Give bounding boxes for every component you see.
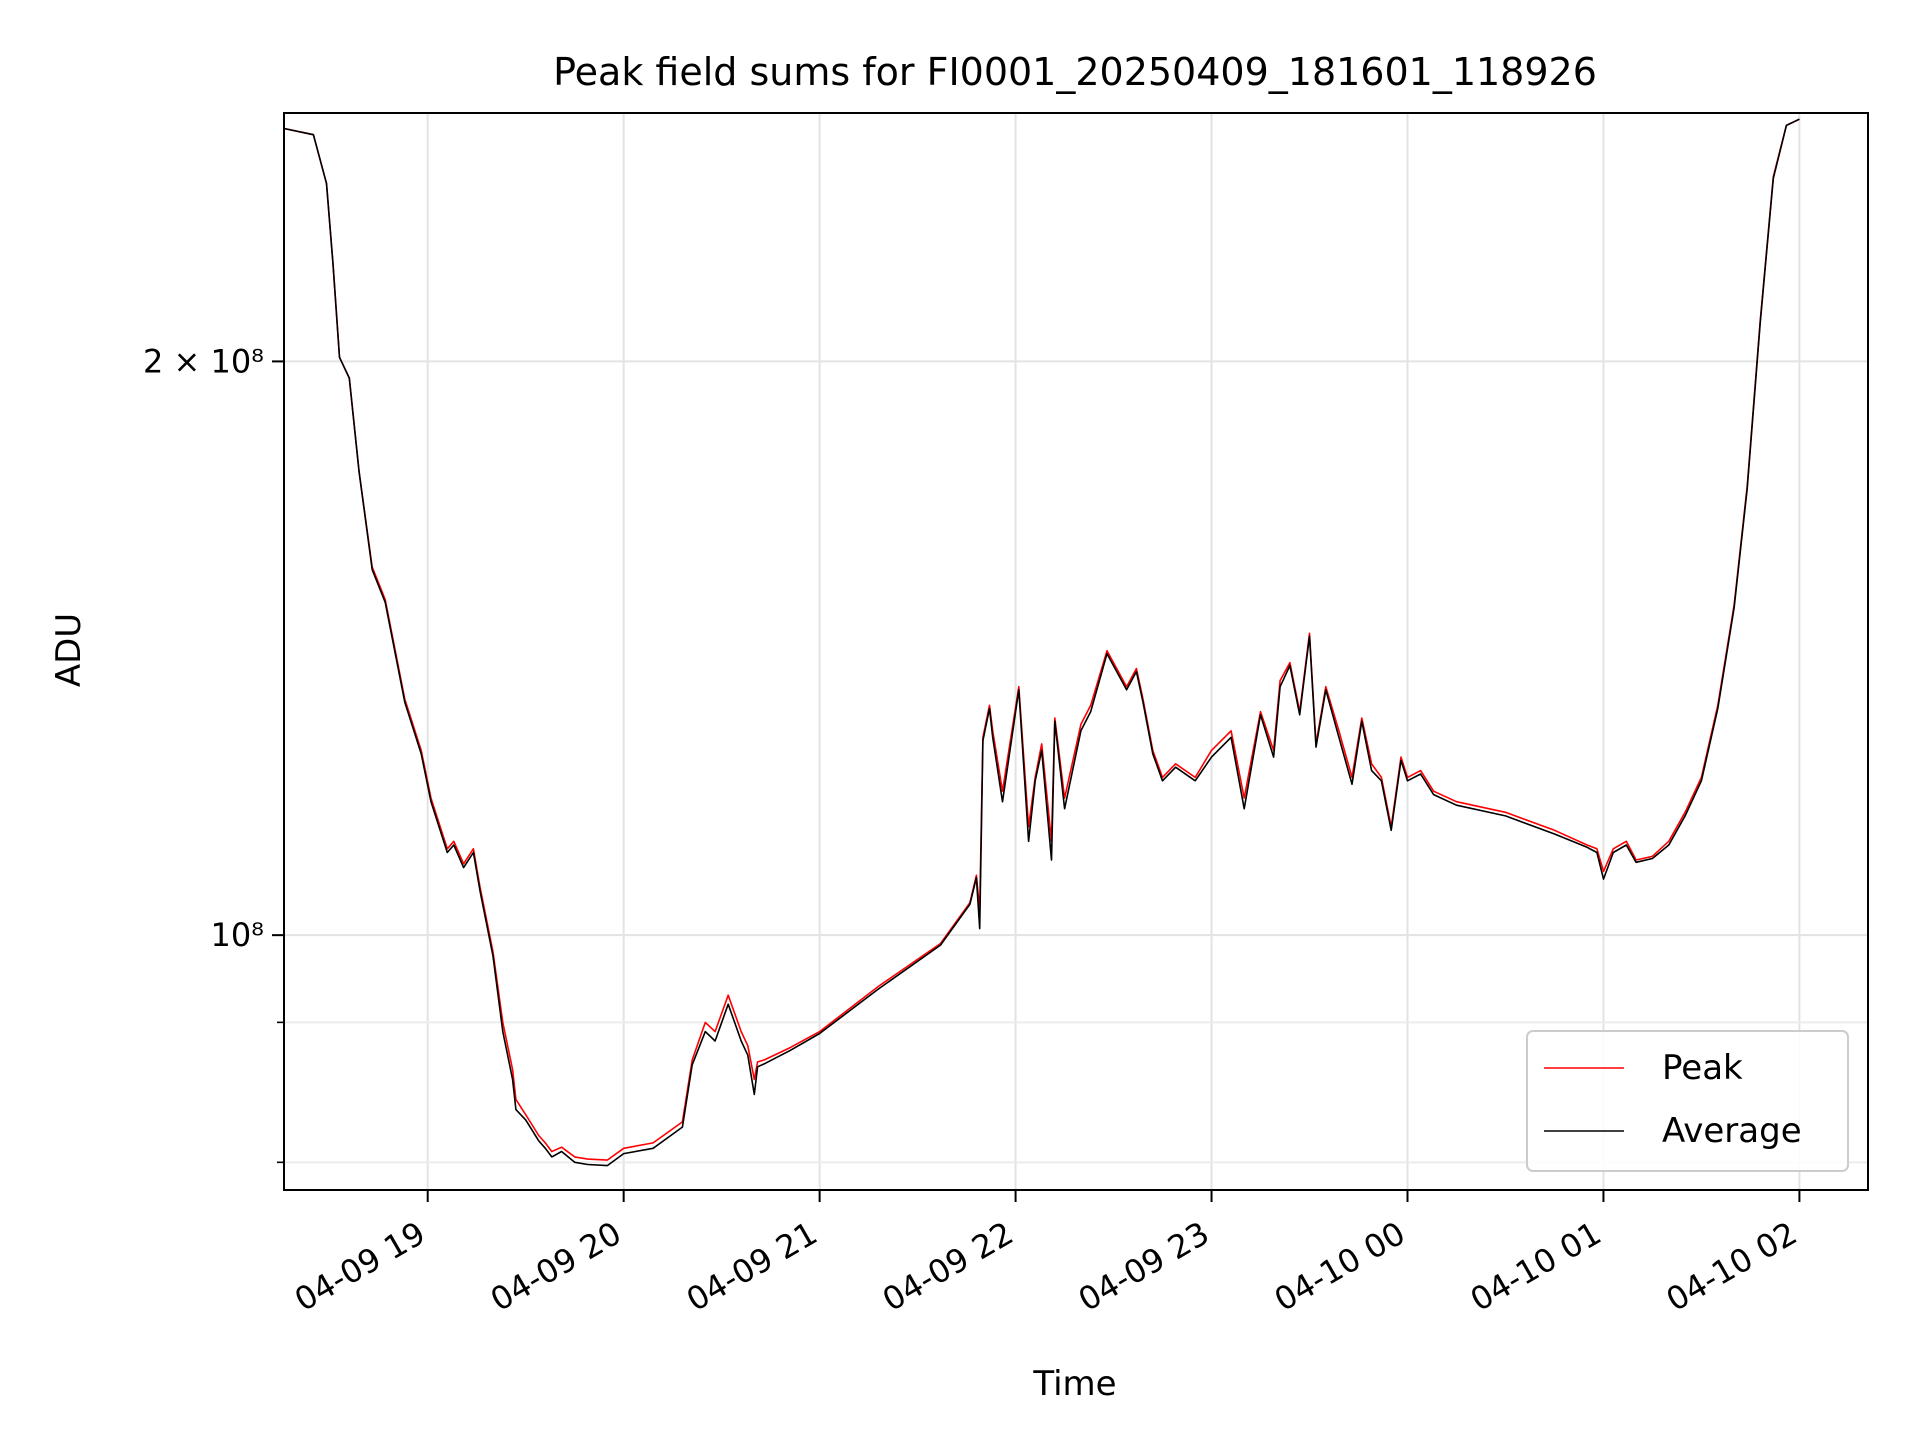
legend-box [1526, 1030, 1849, 1172]
legend-label: Average [1662, 1111, 1802, 1151]
series-layer [283, 118, 1800, 1167]
legend: Peak Average [1526, 1030, 1849, 1172]
grid [284, 113, 1868, 1190]
chart-title: Peak field sums for FI0001_20250409_1816… [553, 50, 1597, 94]
y-axis-label: ADU [49, 613, 89, 687]
y-tick-label: 2 × 10⁸ [143, 342, 264, 380]
series-line-average [283, 118, 1800, 1167]
y-tick-label: 10⁸ [210, 916, 264, 954]
legend-label: Peak [1662, 1048, 1743, 1088]
x-axis-label: Time [1032, 1364, 1116, 1404]
plot-frame [283, 112, 1869, 1191]
